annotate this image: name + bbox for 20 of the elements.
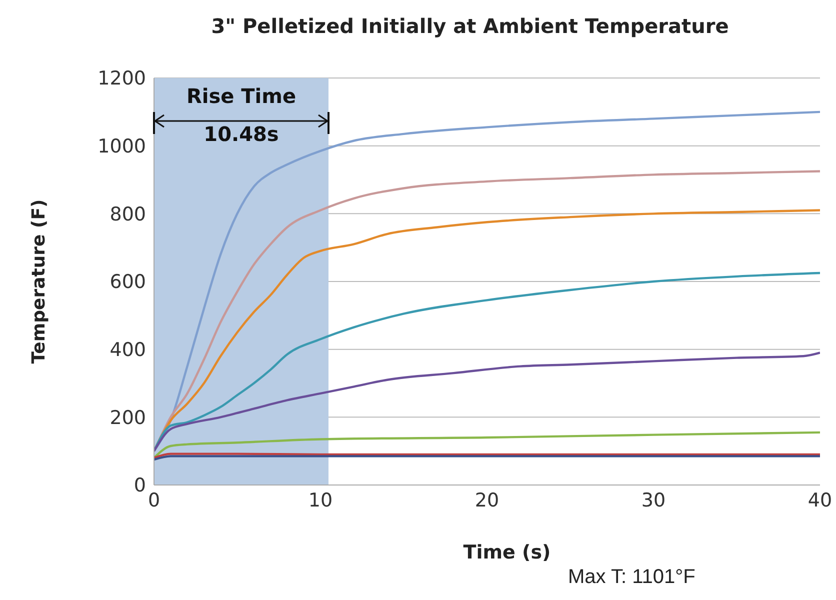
x-tick-label: 30 xyxy=(641,489,666,512)
line-series xyxy=(154,352,820,452)
annotation: 10.48s xyxy=(202,122,280,146)
text: Max T: 1101°F xyxy=(568,566,696,589)
x-tick-label: 20 xyxy=(474,489,500,512)
x-tick-label: 0 xyxy=(148,489,160,512)
y-tick-label: 1200 xyxy=(98,68,146,90)
y-tick-label: 600 xyxy=(110,271,146,294)
y-tick-label: 0 xyxy=(134,474,146,497)
band-label: Rise Time xyxy=(185,84,298,108)
y-tick-label: 200 xyxy=(110,406,146,429)
line-series xyxy=(154,431,820,459)
x-axis-title: Time (s) xyxy=(463,541,551,564)
y-tick-label: 800 xyxy=(110,203,146,226)
x-tick-label: 10 xyxy=(308,489,333,512)
y-axis-title: Temperature (F) xyxy=(28,199,50,364)
chart-title: 3" Pelletized Initially at Ambient Temperature xyxy=(210,14,730,38)
x-tick-label: 40 xyxy=(808,489,832,512)
y-tick-label: 400 xyxy=(110,339,146,362)
y-tick-label: 1000 xyxy=(98,136,146,158)
